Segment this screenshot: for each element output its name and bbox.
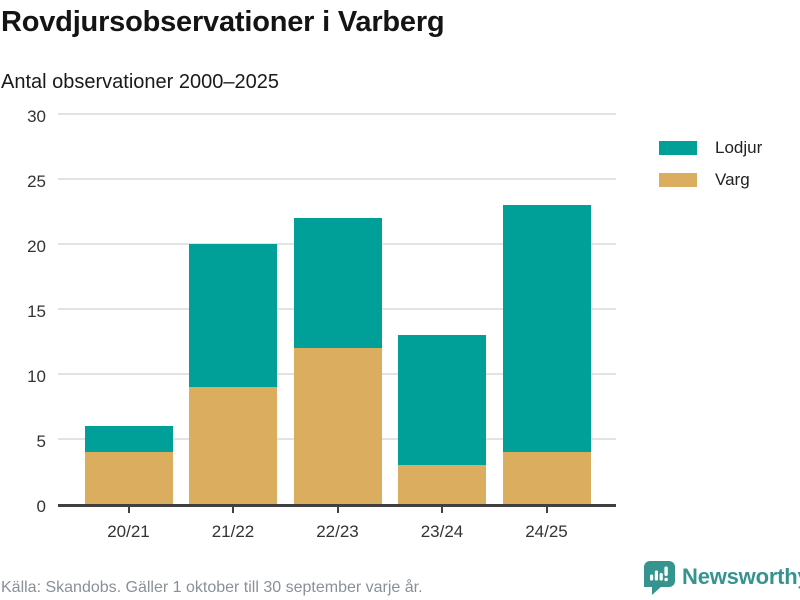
y-axis: 0 5 10 15 20 25 30 (0, 107, 46, 516)
x-axis-label: 20/21 (107, 522, 150, 541)
bar-segment-lodjur (84, 426, 173, 452)
legend: Lodjur Varg (659, 138, 762, 202)
bar-segment-varg (84, 452, 173, 504)
x-tick (336, 507, 339, 513)
gridline-30 (58, 113, 616, 115)
page-title: Rovdjursobservationer i Varberg (1, 6, 445, 38)
gridline-25 (58, 178, 616, 180)
newsworthy-brand: Newsworthy (644, 561, 800, 596)
y-axis-label: 25 (27, 172, 46, 191)
bar-segment-varg (293, 348, 382, 504)
x-axis-label: 21/22 (211, 522, 255, 541)
y-axis-label: 5 (36, 432, 46, 451)
legend-label-varg: Varg (715, 170, 750, 189)
x-axis-label: 22/23 (316, 522, 359, 541)
x-axis-label: 23/24 (420, 522, 464, 541)
x-axis-label: 24/25 (525, 522, 568, 541)
bar-segment-lodjur (502, 205, 591, 452)
y-axis-label: 0 (36, 497, 46, 516)
x-tick (127, 507, 130, 513)
bar-segment-varg (189, 387, 277, 504)
source-note: Källa: Skandobs. Gäller 1 oktober till 3… (1, 579, 423, 596)
brand-name: Newsworthy (682, 564, 800, 589)
y-axis-label: 20 (27, 237, 46, 256)
legend-swatch-varg (659, 173, 697, 187)
bar-segment-lodjur (189, 244, 277, 387)
x-tick (232, 507, 234, 513)
plot-area: 20/21 21/22 22/23 23/24 24/25 (58, 113, 616, 541)
legend-label-lodjur: Lodjur (715, 138, 763, 157)
legend-item-lodjur: Lodjur (659, 138, 762, 158)
legend-swatch-lodjur (659, 141, 697, 155)
x-tick (545, 507, 548, 513)
x-tick (441, 507, 443, 513)
chart-subtitle: Antal observationer 2000–2025 (1, 71, 279, 93)
y-axis-label: 30 (27, 107, 46, 126)
bar-segment-varg (502, 452, 591, 504)
legend-item-varg: Varg (659, 170, 762, 190)
bar-segment-varg (398, 465, 486, 504)
y-axis-label: 10 (27, 367, 46, 386)
newsworthy-logo-icon (644, 561, 675, 595)
bar-segment-lodjur (293, 218, 382, 348)
y-axis-label: 15 (27, 302, 46, 321)
bar-segment-lodjur (398, 335, 486, 465)
